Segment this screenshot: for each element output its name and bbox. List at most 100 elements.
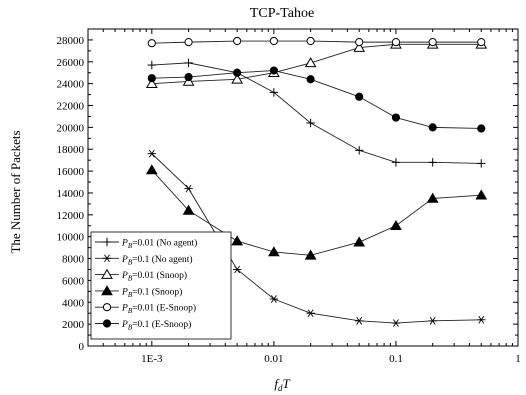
legend-label-p: P <box>121 239 128 249</box>
series-5-point <box>184 38 193 47</box>
x-axis-label-main: f <box>274 376 280 391</box>
series-1-point <box>147 60 157 70</box>
x-axis-label-sub: d <box>278 383 283 393</box>
y-tick-label: 0 <box>79 341 85 353</box>
series-2-point <box>269 295 279 303</box>
legend-label-sub: B <box>128 291 133 299</box>
series-3-point <box>231 73 244 84</box>
y-tick-label: 20000 <box>57 122 85 134</box>
series-2-point-c <box>393 319 399 327</box>
series-6-point <box>355 92 364 101</box>
x-axis-label-tail: T <box>282 376 290 391</box>
series-5-point <box>269 36 278 46</box>
series-4-point <box>304 249 317 260</box>
series-2-point <box>428 317 437 325</box>
series-2-point-c <box>429 317 436 325</box>
series-line-1 <box>151 62 482 164</box>
series-6-point <box>391 113 401 122</box>
series-3-point <box>145 77 158 88</box>
series-6-point <box>269 66 278 75</box>
series-5-point <box>428 38 437 47</box>
legend-label-rest: =0.1 (E-Snoop) <box>132 319 191 330</box>
legend-label-5: PB=0.01 (E-Snoop) <box>121 303 196 316</box>
legend: PB=0.01 (No agent)PB=0.1 (No agent)PB=0.… <box>90 231 232 340</box>
legend-label-sub: B <box>128 258 133 266</box>
y-tick-label: 26000 <box>57 57 85 69</box>
series-4-point <box>475 189 488 200</box>
series-2-point-c <box>185 184 192 193</box>
series-2-point <box>147 149 157 158</box>
x-tick-label: 1 <box>515 353 521 365</box>
series-2-point-c <box>356 317 363 325</box>
series-4-point <box>268 246 280 257</box>
y-tick-label: 10000 <box>57 232 85 244</box>
series-5-point <box>477 38 486 47</box>
series-4-point <box>390 219 402 231</box>
legend-label-sub: B <box>128 307 133 315</box>
series-2-point-c <box>234 265 241 274</box>
legend-marker-5 <box>102 303 112 312</box>
legend-box <box>90 231 232 340</box>
legend-label-rest: =0.01 (Snoop) <box>132 270 187 281</box>
series-5-point <box>147 39 156 48</box>
legend-label-sub: B <box>128 242 133 250</box>
series-6-point <box>184 72 193 82</box>
legend-label-rest: =0.1 (No agent) <box>132 254 193 265</box>
series-2-point <box>232 265 242 274</box>
y-tick-label: 4000 <box>62 297 85 309</box>
legend-label-1: PB=0.01 (No agent) <box>121 238 197 251</box>
series-1-point <box>391 158 401 167</box>
series-6-point <box>233 68 242 77</box>
series-3-point <box>353 41 366 52</box>
series-2-point <box>391 319 401 327</box>
y-tick-label: 28000 <box>57 35 85 47</box>
series-4-point <box>182 204 195 215</box>
legend-label-3: PB=0.01 (Snoop) <box>121 270 187 283</box>
legend-label-p: P <box>121 287 128 297</box>
chart-title: TCP-Tahoe <box>250 6 314 21</box>
legend-label-p: P <box>121 255 128 265</box>
series-2-point <box>354 317 364 325</box>
series-4-point <box>231 235 244 246</box>
x-tick-label: 0.1 <box>389 353 403 365</box>
legend-label-6: PB=0.1 (E-Snoop) <box>121 319 191 332</box>
series-6-point <box>477 124 486 133</box>
legend-label-rest: =0.1 (Snoop) <box>132 286 182 297</box>
y-tick-label: 24000 <box>57 79 85 91</box>
series-4-point <box>145 164 158 175</box>
y-axis-label: The Number of Packets <box>8 130 23 253</box>
series-5-point <box>355 38 364 47</box>
series-line-6 <box>151 70 482 129</box>
series-2-point-c <box>148 149 155 158</box>
series-2-point <box>306 309 315 318</box>
series-5-point <box>391 38 401 47</box>
series-1-point <box>477 159 486 168</box>
legend-marker-2-c <box>104 254 110 263</box>
y-tick-label: 6000 <box>62 275 85 287</box>
series-4-point <box>426 192 439 203</box>
legend-marker-6 <box>102 319 112 328</box>
legend-label-2: PB=0.1 (No agent) <box>121 254 193 267</box>
legend-label-rest: =0.01 (No agent) <box>132 238 197 249</box>
legend-marker-1 <box>102 237 112 247</box>
series-1-point <box>306 118 315 128</box>
series-2-point-c <box>478 315 485 324</box>
y-tick-label: 8000 <box>62 254 85 266</box>
series-1-point <box>269 88 279 97</box>
x-tick-label: 0.01 <box>264 353 283 365</box>
y-tick-label: 12000 <box>57 210 85 222</box>
plot-frame <box>87 28 519 347</box>
legend-label-rest: =0.01 (E-Snoop) <box>132 303 196 314</box>
y-tick-label: 22000 <box>57 101 85 113</box>
series-1-point <box>428 158 437 167</box>
series-line-3 <box>151 43 482 85</box>
series-5-point <box>306 36 315 46</box>
y-tick-label: 2000 <box>62 319 85 331</box>
y-tick-label: 14000 <box>57 188 85 200</box>
legend-label-p: P <box>121 304 128 314</box>
y-tick-label: 16000 <box>57 166 85 178</box>
x-tick-label: 1E-3 <box>141 353 163 365</box>
x-axis-label: fdT <box>274 376 290 393</box>
legend-label-p: P <box>121 320 128 330</box>
